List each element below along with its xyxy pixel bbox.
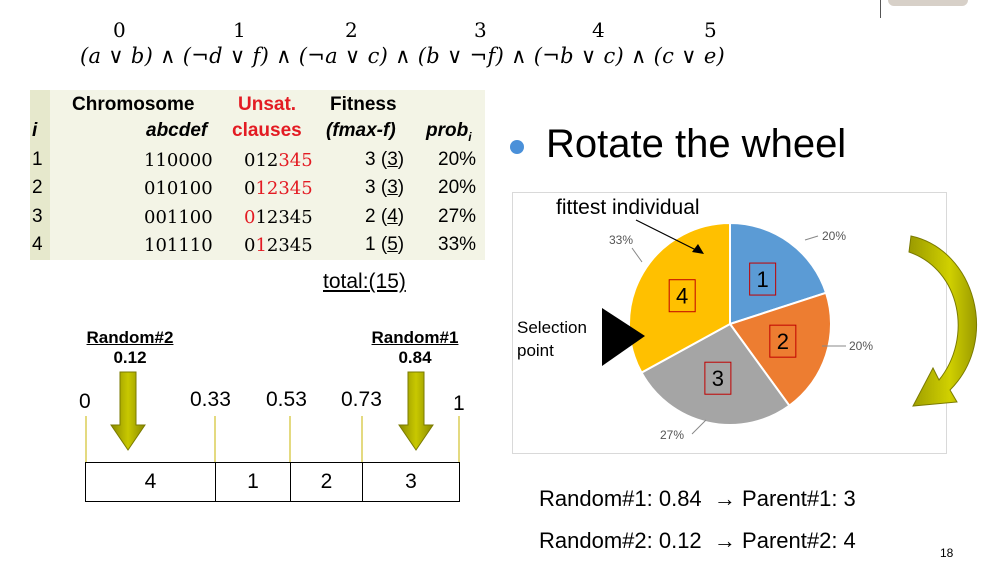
row-index: 4 xyxy=(32,234,43,255)
slice-label: 1 xyxy=(757,267,769,292)
row-chromosome: 010100 xyxy=(144,178,213,199)
row-fitness: 1 (5) xyxy=(365,234,405,255)
tick-label: 0.53 xyxy=(266,388,307,411)
bullet-dot-icon xyxy=(510,140,524,154)
row-prob: 27% xyxy=(438,206,477,227)
random2-arrow xyxy=(110,371,146,451)
row-chromosome: 101110 xyxy=(144,235,213,256)
row-prob: 33% xyxy=(438,234,477,255)
cnf-formula: (a ∨ b) ∧ (¬d ∨ f) ∧ (¬a ∨ c) ∧ (b ∨ ¬f)… xyxy=(80,44,726,68)
row-unsat: 012345 xyxy=(244,150,313,171)
clause: (¬a ∨ c) xyxy=(298,44,389,68)
row-chromosome: 110000 xyxy=(144,150,213,171)
clause-index: 2 xyxy=(345,18,358,42)
slice-label-box xyxy=(749,262,777,296)
row-unsat: 012345 xyxy=(244,178,313,199)
header-prob: probi xyxy=(426,120,472,144)
chart-annotation: fittest individual xyxy=(556,196,700,219)
pie-slice-3 xyxy=(640,322,791,426)
slice-label-box xyxy=(769,324,797,358)
corner-photo-fragment xyxy=(880,0,881,18)
row-chromosome: 001100 xyxy=(144,207,213,228)
header-unsat-sub: clauses xyxy=(232,120,302,141)
page-number: 18 xyxy=(940,546,954,560)
random1-label: Random#1 0.84 xyxy=(371,328,459,367)
population-table: i Chromosome abcdef Unsat. clauses Fitne… xyxy=(30,90,485,260)
leader-line xyxy=(631,247,643,263)
selection-pointer-icon xyxy=(602,308,645,366)
clause: (b ∨ ¬f) xyxy=(417,44,505,68)
pie-slice-1 xyxy=(729,221,828,326)
fitness-total: total:(15) xyxy=(323,270,406,293)
corner-photo xyxy=(888,0,968,6)
row-index: 1 xyxy=(32,149,43,170)
slice-percent-label: 20% xyxy=(822,229,846,243)
slice-label: 2 xyxy=(777,329,789,354)
tick-label: 0 xyxy=(79,390,91,413)
slice-label-box xyxy=(704,361,732,395)
random1-arrow xyxy=(398,371,434,451)
annotation-arrowhead xyxy=(692,244,704,254)
tick-label: 1 xyxy=(453,392,465,415)
clause: (¬d ∨ f) xyxy=(182,44,270,68)
slice-label-box xyxy=(668,279,696,313)
clause-index: 3 xyxy=(474,18,487,42)
clause-index: 4 xyxy=(592,18,605,42)
result-line-2: Random#2: 0.12 → Parent#2: 4 xyxy=(539,528,856,553)
row-index: 3 xyxy=(32,206,43,227)
random2-label: Random#2 0.12 xyxy=(86,328,174,367)
clause: (a ∨ b) xyxy=(80,44,154,68)
chart-frame xyxy=(512,192,947,454)
slice-label: 3 xyxy=(712,366,724,391)
pie-slice-4 xyxy=(628,221,731,375)
header-i: i xyxy=(32,120,38,141)
row-unsat: 012345 xyxy=(244,235,313,256)
header-chromosome-sub: abcdef xyxy=(146,120,208,141)
tick-label: 0.73 xyxy=(341,388,382,411)
row-fitness: 3 (3) xyxy=(365,177,405,198)
clause: (¬b ∨ c) xyxy=(533,44,625,68)
row-unsat: 012345 xyxy=(244,207,313,228)
row-fitness: 3 (3) xyxy=(365,149,405,170)
tick-label: 0.33 xyxy=(190,388,231,411)
bullet-title: Rotate the wheel xyxy=(546,122,847,166)
header-fitness-sub: (fmax-f) xyxy=(326,120,396,141)
pie-slice-2 xyxy=(728,291,832,408)
header-chromosome: Chromosome xyxy=(72,94,195,115)
clause-index: 5 xyxy=(704,18,717,42)
segment-3: 3 xyxy=(362,462,460,502)
leader-line xyxy=(691,419,707,435)
row-prob: 20% xyxy=(438,177,477,198)
index-column-bg xyxy=(30,90,50,260)
row-index: 2 xyxy=(32,177,43,198)
result-line-1: Random#1: 0.84 → Parent#1: 3 xyxy=(539,486,856,511)
leader-line xyxy=(804,235,819,241)
slice-percent-label: 20% xyxy=(849,339,873,353)
header-fitness: Fitness xyxy=(330,94,397,115)
row-prob: 20% xyxy=(438,149,477,170)
clause-index: 0 xyxy=(113,18,126,42)
clause: (c ∨ e) xyxy=(653,44,726,68)
rotate-arrow-icon xyxy=(908,235,978,407)
row-fitness: 2 (4) xyxy=(365,206,405,227)
slice-label: 4 xyxy=(676,284,688,309)
slice-percent-label: 27% xyxy=(660,428,684,442)
clause-index: 1 xyxy=(233,18,246,42)
annotation-arrow xyxy=(635,219,701,253)
slice-percent-label: 33% xyxy=(609,233,633,247)
header-unsat: Unsat. xyxy=(238,94,297,115)
selection-point-label: Selection point xyxy=(517,318,587,360)
